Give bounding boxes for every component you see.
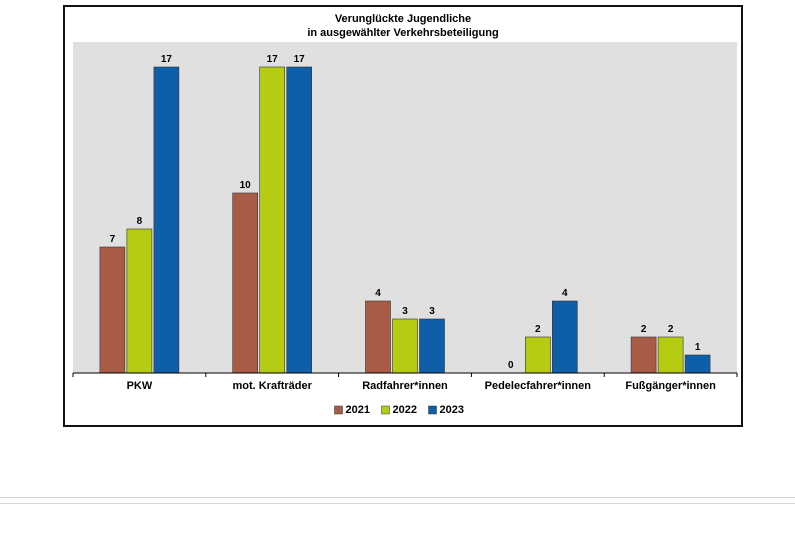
data-label: 4 — [562, 288, 568, 299]
bar-chart: Verunglückte Jugendliche in ausgewählter… — [72, 13, 738, 416]
separator-line — [0, 503, 795, 504]
data-label: 3 — [429, 306, 435, 317]
data-label: 2 — [641, 324, 647, 335]
chart-title-line-2: in ausgewählter Verkehrsbeteiligung — [307, 27, 498, 39]
legend-label: 2022 — [393, 404, 417, 416]
chart-frame: Verunglückte Jugendliche in ausgewählter… — [63, 5, 743, 427]
legend-swatch — [381, 405, 390, 415]
data-label: 17 — [267, 54, 279, 65]
x-tick-label: PKW — [127, 380, 153, 392]
data-label: 8 — [137, 216, 143, 227]
bar-2023-4 — [684, 354, 711, 374]
bar-2023-2 — [419, 318, 445, 374]
data-label: 1 — [695, 342, 701, 353]
bar-2022-3 — [524, 336, 551, 374]
data-label: 0 — [508, 360, 514, 371]
x-tick-label: Fußgänger*innen — [625, 380, 716, 392]
bar-2021-0 — [99, 246, 126, 374]
legend-label: 2021 — [346, 404, 370, 416]
bar-2023-3 — [551, 300, 578, 374]
bar-2021-2 — [365, 300, 391, 374]
bar-2022-2 — [392, 318, 418, 374]
bar-2023-0 — [153, 66, 180, 374]
plot-area — [73, 42, 737, 373]
data-label: 4 — [375, 288, 381, 299]
x-tick-marks — [72, 373, 738, 377]
legend-swatch — [334, 405, 343, 415]
x-tick-label: Pedelecfahrer*innen — [485, 380, 592, 392]
data-label: 2 — [668, 324, 674, 335]
legend-label: 2023 — [440, 404, 464, 416]
data-label: 2 — [535, 324, 541, 335]
bar-2021-4 — [630, 336, 657, 374]
data-label: 17 — [294, 54, 306, 65]
data-label: 17 — [161, 54, 173, 65]
bars-layer: 7 8 17 10 17 17 4 3 3 0 2 4 2 2 1 — [99, 54, 711, 374]
data-label: 10 — [240, 180, 252, 191]
separator-line — [0, 497, 795, 498]
legend-swatch — [428, 405, 437, 415]
x-tick-label: mot. Krafträder — [232, 380, 312, 392]
x-tick-labels: PKW mot. Krafträder Radfahrer*innen Pedelec… — [127, 380, 717, 392]
bar-2022-4 — [657, 336, 684, 374]
legend: 2021 2022 2023 — [334, 404, 464, 416]
data-label: 7 — [110, 234, 116, 245]
x-tick-label: Radfahrer*innen — [362, 380, 448, 392]
chart-title-line-1: Verunglückte Jugendliche — [335, 13, 471, 25]
bar-2021-1 — [232, 192, 258, 374]
bar-2023-1 — [286, 66, 312, 374]
bar-2022-1 — [259, 66, 285, 374]
bar-2022-0 — [126, 228, 153, 374]
data-label: 3 — [402, 306, 408, 317]
